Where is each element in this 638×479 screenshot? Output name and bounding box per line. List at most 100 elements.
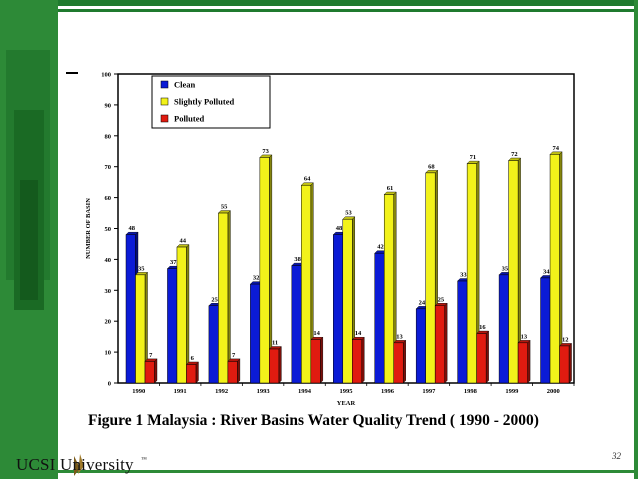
bar xyxy=(508,160,519,384)
bar xyxy=(167,268,178,384)
data-label: 55 xyxy=(221,204,228,211)
y-tick-label: 80 xyxy=(105,133,112,140)
x-tick-label: 1996 xyxy=(381,388,395,395)
bar-side xyxy=(320,336,324,384)
bar-side xyxy=(403,339,406,384)
data-label: 35 xyxy=(138,265,145,272)
y-tick-label: 0 xyxy=(108,381,111,388)
bar xyxy=(333,234,344,384)
data-label: 11 xyxy=(272,340,278,347)
bar xyxy=(176,246,187,384)
bar-side xyxy=(227,210,231,384)
data-label: 32 xyxy=(253,275,260,282)
data-label: 53 xyxy=(345,210,352,217)
y-tick-label: 90 xyxy=(105,102,112,109)
legend-swatch xyxy=(160,97,169,106)
data-label: 61 xyxy=(387,185,394,192)
bar xyxy=(559,345,570,384)
legend-label: Slightly Polluted xyxy=(174,97,234,107)
bar-side xyxy=(527,339,531,384)
y-tick-label: 20 xyxy=(105,319,112,326)
left-decor-band xyxy=(0,0,58,479)
bar xyxy=(466,163,477,384)
title-dash xyxy=(66,72,78,74)
y-tick-label: 30 xyxy=(105,288,112,295)
data-label: 12 xyxy=(562,336,569,343)
data-label: 34 xyxy=(543,268,550,275)
data-label: 73 xyxy=(262,148,269,155)
data-label: 6 xyxy=(191,355,195,362)
bar-side xyxy=(444,302,448,384)
data-label: 7 xyxy=(149,352,153,359)
bar xyxy=(383,194,394,384)
data-label: 33 xyxy=(460,272,467,279)
data-label: 14 xyxy=(313,330,320,337)
bar xyxy=(259,157,270,384)
bar-side xyxy=(485,330,489,384)
y-axis-label: NUMBER OF BASIN xyxy=(85,198,92,259)
bar xyxy=(457,280,468,384)
bar xyxy=(186,364,197,384)
bar xyxy=(144,361,155,384)
bar xyxy=(342,218,353,384)
data-label: 68 xyxy=(428,163,435,170)
bar xyxy=(310,339,321,384)
data-label: 44 xyxy=(179,238,186,245)
x-tick-label: 1990 xyxy=(132,388,145,395)
bar xyxy=(250,283,261,384)
logo-tm: ™ xyxy=(141,457,147,463)
bar xyxy=(269,348,280,384)
data-label: 7 xyxy=(232,352,236,359)
figure-caption: Figure 1 Malaysia : River Basins Water Q… xyxy=(88,412,539,429)
data-label: 35 xyxy=(502,265,509,272)
x-tick-label: 1994 xyxy=(298,388,312,395)
bar xyxy=(393,342,404,384)
bar xyxy=(476,333,487,384)
legend-label: Clean xyxy=(174,80,196,90)
y-tick-label: 50 xyxy=(105,226,112,233)
bar xyxy=(498,274,509,384)
data-label: 24 xyxy=(419,299,426,306)
y-tick-label: 10 xyxy=(105,350,112,357)
bar xyxy=(291,265,302,384)
bar xyxy=(434,305,445,384)
bar-side xyxy=(237,358,241,384)
data-label: 25 xyxy=(211,296,218,303)
legend-box xyxy=(151,75,271,129)
data-label: 38 xyxy=(294,256,301,263)
data-label: 37 xyxy=(170,259,177,266)
x-tick-label: 2000 xyxy=(547,388,560,395)
bar xyxy=(227,361,238,384)
bar xyxy=(135,274,146,384)
data-label: 14 xyxy=(355,330,362,337)
x-tick-label: 1997 xyxy=(422,388,436,395)
bar xyxy=(125,234,136,384)
page-number: 32 xyxy=(612,451,621,461)
legend-swatch xyxy=(160,114,169,123)
bar-side xyxy=(154,358,158,384)
bar xyxy=(352,339,363,384)
ucsi-logo-icon xyxy=(74,454,84,476)
x-tick-label: 1991 xyxy=(174,388,187,395)
bar-side xyxy=(278,346,282,384)
bar-side xyxy=(568,342,572,384)
data-label: 13 xyxy=(396,333,403,340)
bottom-rule xyxy=(58,470,638,473)
top-decor-band xyxy=(0,0,638,12)
bar xyxy=(425,172,436,384)
logo-text: UCSI University xyxy=(16,455,134,474)
y-tick-label: 60 xyxy=(105,195,112,202)
y-tick-label: 40 xyxy=(105,257,112,264)
bar xyxy=(415,308,426,384)
right-decor-border xyxy=(634,0,638,479)
data-label: 13 xyxy=(521,333,528,340)
bar xyxy=(549,154,560,384)
bar-side xyxy=(195,361,199,384)
bar xyxy=(218,212,229,384)
data-label: 25 xyxy=(438,296,445,303)
bar-side xyxy=(361,336,365,384)
bar xyxy=(208,305,219,384)
data-label: 64 xyxy=(304,176,311,183)
x-axis-label: YEAR xyxy=(337,400,356,407)
